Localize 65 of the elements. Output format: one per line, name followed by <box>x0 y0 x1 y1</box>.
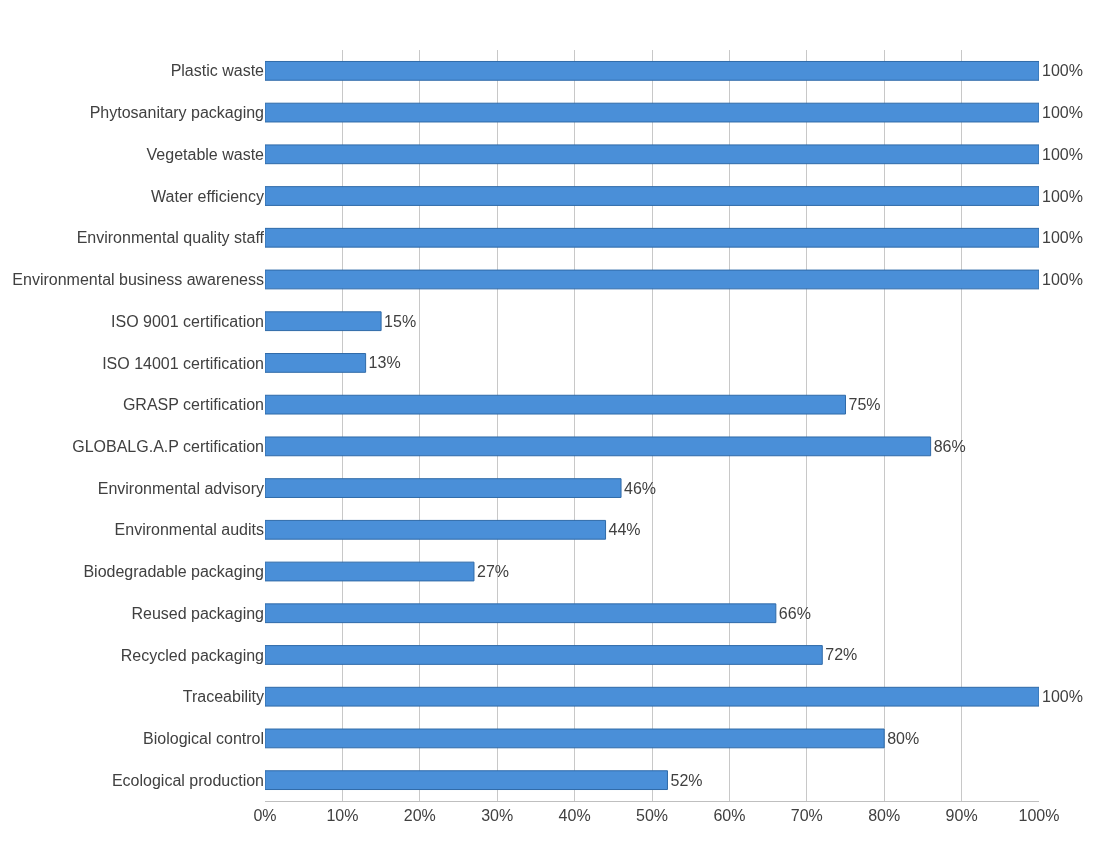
x-tick-label: 100% <box>1018 807 1060 825</box>
bar <box>265 728 885 749</box>
x-tick-label: 10% <box>326 807 359 825</box>
bar <box>265 478 622 498</box>
data-label: 100% <box>1042 187 1083 205</box>
data-label: 100% <box>1042 229 1083 247</box>
x-tick-label: 30% <box>481 807 514 825</box>
y-tick-label: Environmental quality staff <box>76 229 265 247</box>
x-tick-label: 50% <box>635 807 669 825</box>
bar <box>265 645 823 665</box>
x-tick-label: 80% <box>868 807 901 825</box>
data-label: 72% <box>825 646 858 664</box>
bar <box>265 686 1039 707</box>
y-tick-label: ISO 9001 certification <box>111 312 264 330</box>
data-label: 46% <box>624 479 657 497</box>
y-tick-label: Environmental business awareness <box>12 271 264 289</box>
y-tick-label: Traceability <box>182 688 264 706</box>
y-tick-label: Phytosanitary packaging <box>89 104 264 122</box>
x-tick-label: 70% <box>790 807 823 825</box>
bar <box>265 269 1039 290</box>
data-label: 86% <box>933 437 966 455</box>
bar <box>265 561 475 582</box>
data-label: 100% <box>1042 104 1083 122</box>
data-label: 100% <box>1042 145 1083 163</box>
y-tick-label: GRASP certification <box>122 396 264 414</box>
data-label: 80% <box>887 729 920 747</box>
bar <box>265 394 846 415</box>
y-tick-label: Environmental advisory <box>97 479 264 497</box>
x-tick-label: 60% <box>713 807 746 825</box>
bar <box>265 102 1039 123</box>
y-tick-label: Environmental audits <box>114 521 264 539</box>
bar <box>265 519 607 540</box>
x-tick-label: 40% <box>558 807 591 825</box>
data-label: 27% <box>476 563 510 581</box>
y-tick-label: GLOBALG.A.P certification <box>72 437 264 455</box>
x-tick-label: 0% <box>253 807 277 825</box>
bar <box>265 353 367 373</box>
y-tick-label: Vegetable waste <box>146 145 265 163</box>
x-tick-label: 90% <box>945 807 978 825</box>
bar <box>265 186 1039 206</box>
data-label: 52% <box>670 771 703 789</box>
y-tick-label: Reused packaging <box>131 604 264 622</box>
data-label: 100% <box>1042 270 1083 288</box>
data-label: 44% <box>608 521 641 539</box>
y-tick-label: Ecological production <box>111 771 264 789</box>
bar <box>265 603 777 624</box>
data-label: 66% <box>778 604 811 622</box>
y-tick-label: ISO 14001 certification <box>102 354 264 372</box>
y-tick-label: Biodegradable packaging <box>83 563 264 581</box>
data-label: 100% <box>1042 62 1083 80</box>
data-label: 100% <box>1042 688 1083 706</box>
data-label: 15% <box>384 312 417 330</box>
y-tick-label: Plastic waste <box>170 62 265 80</box>
data-label: 13% <box>368 354 401 372</box>
y-tick-label: Recycled packaging <box>120 646 264 664</box>
y-tick-label: Biological control <box>143 730 264 748</box>
y-tick-label: Water efficiency <box>151 187 264 205</box>
bar <box>265 227 1039 248</box>
bar <box>265 144 1039 165</box>
data-label: 75% <box>848 396 881 414</box>
bar <box>265 770 668 791</box>
x-tick-label: 20% <box>403 807 436 825</box>
bar <box>265 60 1039 81</box>
bar <box>265 436 932 457</box>
bar <box>265 311 382 332</box>
